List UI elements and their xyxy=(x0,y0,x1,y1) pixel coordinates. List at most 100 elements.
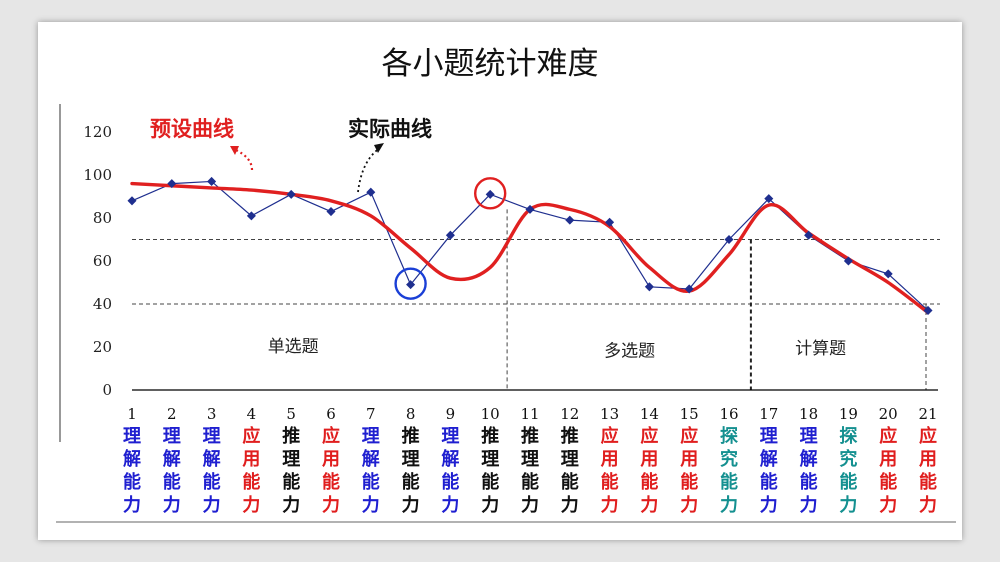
x-tick-label: 3 xyxy=(207,405,217,423)
y-tick-label: 20 xyxy=(93,338,112,356)
data-point-actual xyxy=(565,215,575,225)
category-label-char: 力 xyxy=(800,495,818,516)
x-tick-label: 20 xyxy=(879,405,898,423)
category-label-char: 解 xyxy=(800,448,818,470)
highlight-circle xyxy=(474,177,507,210)
category-label-char: 力 xyxy=(839,495,857,516)
x-tick-label: 8 xyxy=(406,405,416,423)
category-label-char: 能 xyxy=(481,471,499,493)
category-label-char: 应 xyxy=(640,425,658,447)
category-label-char: 理 xyxy=(362,426,380,447)
category-label-char: 能 xyxy=(760,471,778,493)
category-label-char: 能 xyxy=(601,471,619,493)
data-point-actual xyxy=(445,230,455,240)
x-tick-label: 19 xyxy=(839,405,858,423)
category-label-char: 能 xyxy=(680,471,698,493)
y-tick-label: 100 xyxy=(83,166,112,184)
category-label-char: 力 xyxy=(601,495,619,516)
category-label-char: 解 xyxy=(123,448,141,470)
category-label-char: 力 xyxy=(680,495,698,516)
category-label-char: 用 xyxy=(242,449,260,470)
preset-pointer-arrowhead xyxy=(230,146,239,155)
category-label-char: 力 xyxy=(441,495,459,516)
x-tick-label: 4 xyxy=(247,405,257,423)
data-point-actual xyxy=(605,217,615,227)
category-label-char: 用 xyxy=(322,449,340,470)
category-label-char: 能 xyxy=(322,471,340,493)
category-label-char: 推 xyxy=(561,425,579,447)
series-label-preset: 预设曲线 xyxy=(150,117,234,141)
x-tick-label: 16 xyxy=(719,405,738,423)
category-label-char: 理 xyxy=(521,449,539,470)
category-label-char: 应 xyxy=(242,425,260,447)
category-label-char: 探 xyxy=(720,425,739,447)
data-point-actual xyxy=(326,207,336,217)
category-label-char: 理 xyxy=(800,426,818,447)
category-label-char: 能 xyxy=(362,471,380,493)
x-tick-label: 14 xyxy=(640,405,659,423)
x-tick-label: 1 xyxy=(127,405,137,423)
category-label-char: 应 xyxy=(680,425,698,447)
category-label-char: 理 xyxy=(402,449,420,470)
category-label-char: 用 xyxy=(601,449,619,470)
x-tick-label: 21 xyxy=(918,405,937,423)
category-label-char: 能 xyxy=(919,471,937,493)
x-tick-label: 17 xyxy=(759,405,778,423)
data-point-actual xyxy=(804,230,814,240)
category-label-char: 能 xyxy=(402,471,420,493)
series-label-actual: 实际曲线 xyxy=(348,117,432,141)
series-actual-line xyxy=(131,180,929,311)
category-label-char: 推 xyxy=(402,425,420,447)
category-label-char: 能 xyxy=(879,471,897,493)
data-point-actual xyxy=(644,282,654,292)
category-label-char: 推 xyxy=(481,425,499,447)
category-label-char: 推 xyxy=(521,425,539,447)
x-tick-label: 5 xyxy=(286,405,296,423)
category-label-char: 力 xyxy=(203,495,221,516)
y-tick-label: 60 xyxy=(93,252,112,270)
category-label-char: 能 xyxy=(720,471,738,493)
category-label-char: 力 xyxy=(322,495,340,516)
category-label-char: 能 xyxy=(163,471,181,493)
category-label-char: 用 xyxy=(680,449,698,470)
category-label-char: 理 xyxy=(561,449,579,470)
x-tick-label: 7 xyxy=(366,405,376,423)
category-label-char: 用 xyxy=(879,449,897,470)
data-point-actual xyxy=(127,196,137,206)
category-label-char: 应 xyxy=(322,425,340,447)
category-label-char: 理 xyxy=(163,426,181,447)
data-point-actual xyxy=(366,187,376,197)
category-label-char: 用 xyxy=(640,449,658,470)
category-label-char: 力 xyxy=(362,495,380,516)
category-label-char: 理 xyxy=(203,426,221,447)
x-tick-label: 13 xyxy=(600,405,619,423)
y-tick-label: 120 xyxy=(83,123,112,141)
x-tick-label: 9 xyxy=(446,405,456,423)
category-label-char: 力 xyxy=(720,495,738,516)
category-label-char: 力 xyxy=(123,495,141,516)
category-label-char: 力 xyxy=(242,495,260,516)
x-tick-label: 6 xyxy=(326,405,336,423)
category-label-char: 力 xyxy=(640,495,658,516)
category-label-char: 力 xyxy=(919,495,937,516)
category-label-char: 能 xyxy=(640,471,658,493)
category-label-char: 能 xyxy=(800,471,818,493)
y-tick-label: 0 xyxy=(102,381,112,399)
chart-title: 各小题统计难度 xyxy=(382,46,599,82)
